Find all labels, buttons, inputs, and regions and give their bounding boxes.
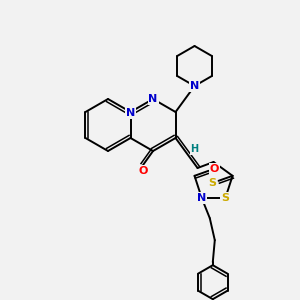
Text: S: S xyxy=(221,193,229,203)
Text: N: N xyxy=(197,193,206,203)
Text: O: O xyxy=(210,164,219,174)
Text: N: N xyxy=(190,81,199,91)
Text: H: H xyxy=(190,144,199,154)
Text: N: N xyxy=(148,94,158,104)
Text: S: S xyxy=(208,178,217,188)
Text: O: O xyxy=(138,166,148,176)
Text: N: N xyxy=(126,108,135,118)
